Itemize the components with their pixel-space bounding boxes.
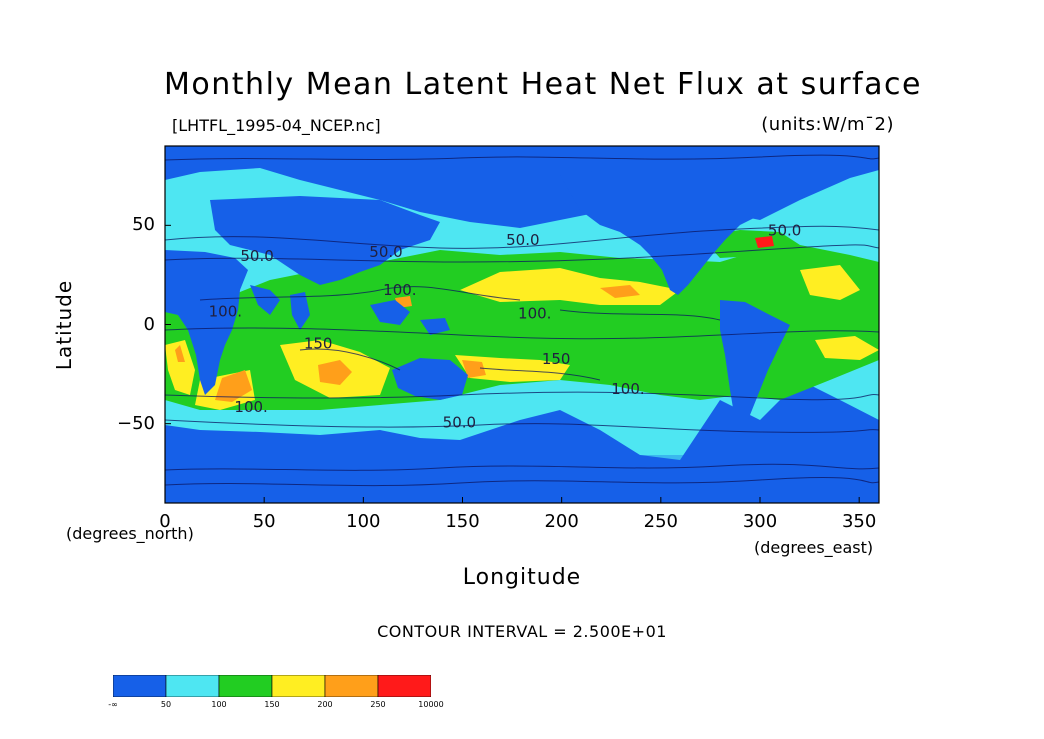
colorbar-label: 200 bbox=[317, 700, 333, 709]
colorbar bbox=[113, 675, 431, 697]
x-tick-label: 350 bbox=[841, 511, 877, 532]
contour-label: 50.0 bbox=[443, 414, 476, 432]
contour-labels: 50.0 50.0 50.0 50.0 100. 100. 100. 150 150 100. 10… bbox=[209, 221, 802, 431]
chart-title: Monthly Mean Latent Heat Net Flux at sur… bbox=[164, 67, 922, 102]
x-tick-label: 150 bbox=[445, 511, 480, 532]
x-tick-label: 50 bbox=[252, 511, 276, 532]
contour-label: 100. bbox=[518, 305, 551, 323]
contour-label: 100. bbox=[611, 380, 644, 398]
colorbar-label: 10000 bbox=[418, 700, 444, 709]
contour-label: 50.0 bbox=[506, 231, 539, 249]
contour-label: 50.0 bbox=[369, 243, 402, 261]
y-axis-label: Latitude bbox=[52, 279, 76, 371]
contour-label: 150 bbox=[542, 350, 571, 368]
colorbar-label: -∞ bbox=[108, 700, 118, 709]
flux-field bbox=[165, 146, 879, 503]
contour-label: 100. bbox=[234, 398, 267, 416]
colorbar-swatch bbox=[271, 675, 326, 697]
x-tick-label: 250 bbox=[643, 511, 679, 532]
x-tick-label: 0 bbox=[159, 511, 171, 532]
y-tick-label: 50 bbox=[132, 214, 155, 236]
x-axis-units: (degrees_east) bbox=[754, 538, 874, 557]
colorbar-label: 250 bbox=[370, 700, 386, 709]
y-tick-marks bbox=[165, 224, 171, 425]
y-tick-label: 0 bbox=[143, 313, 155, 335]
x-tick-label: 100 bbox=[346, 511, 381, 532]
colorbar-swatch bbox=[324, 675, 379, 697]
colorbar-swatch bbox=[165, 675, 220, 697]
x-tick-label: 300 bbox=[742, 511, 778, 532]
contour-label: 50.0 bbox=[240, 247, 273, 265]
colorbar-label: 150 bbox=[264, 700, 280, 709]
contour-label: 150 bbox=[304, 334, 333, 352]
contour-label: 100. bbox=[209, 303, 242, 321]
contour-lines bbox=[165, 154, 879, 487]
colorbar-swatch bbox=[218, 675, 273, 697]
colorbar-swatch bbox=[113, 675, 167, 697]
units-label: (units:W/m¯2) bbox=[761, 114, 894, 135]
y-axis-units: (degrees_north) bbox=[66, 524, 194, 543]
file-label: [LHTFL_1995-04_NCEP.nc] bbox=[172, 116, 381, 135]
colorbar-label: 50 bbox=[160, 700, 172, 709]
contour-interval-label: CONTOUR INTERVAL = 2.500E+01 bbox=[377, 622, 667, 641]
x-tick-marks bbox=[164, 497, 860, 503]
y-tick-label: −50 bbox=[117, 412, 155, 434]
x-axis-label: Longitude bbox=[462, 565, 582, 590]
band-250-plus bbox=[755, 236, 774, 248]
contour-label: 100. bbox=[383, 281, 416, 299]
colorbar-label: 100 bbox=[211, 700, 227, 709]
colorbar-swatch bbox=[377, 675, 431, 697]
contour-label: 50.0 bbox=[768, 221, 801, 239]
x-tick-label: 200 bbox=[544, 511, 579, 532]
